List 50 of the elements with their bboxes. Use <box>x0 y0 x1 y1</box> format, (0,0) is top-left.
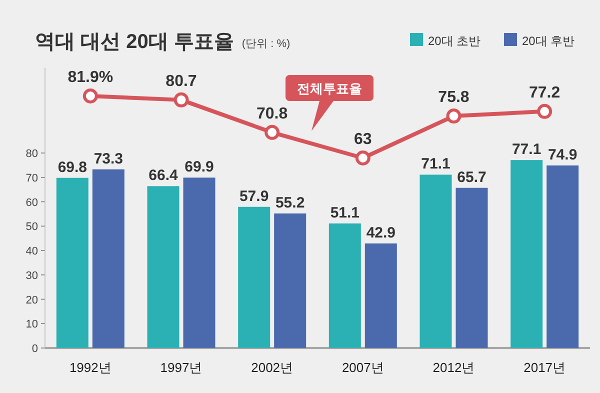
x-tick-label: 1992년 <box>69 360 112 375</box>
data-label: 75.8 <box>438 89 470 106</box>
data-label: 63 <box>354 131 372 148</box>
bar <box>274 213 306 348</box>
y-tick-label: 70 <box>26 172 38 184</box>
bar <box>420 174 452 348</box>
y-tick-label: 0 <box>32 343 38 355</box>
y-tick-label: 60 <box>26 196 38 209</box>
data-label: 69.9 <box>184 158 214 176</box>
y-tick-label: 80 <box>26 148 38 160</box>
bar <box>510 160 543 348</box>
chart-subtitle: (단위 : %) <box>242 38 290 50</box>
data-label: 71.1 <box>421 156 450 173</box>
bar <box>92 169 124 348</box>
bar <box>364 243 397 348</box>
bar <box>456 188 488 348</box>
data-label: 69.8 <box>58 158 88 176</box>
x-tick-label: 2017년 <box>524 360 566 375</box>
annotation: 전체투표율 <box>297 81 362 96</box>
data-label: 51.1 <box>330 204 360 222</box>
data-label: 77.2 <box>529 84 560 102</box>
y-tick-label: 40 <box>26 246 38 258</box>
bar <box>147 186 180 348</box>
x-tick-label: 2012년 <box>432 360 475 375</box>
y-tick-label: 50 <box>26 221 38 234</box>
bar <box>328 223 361 348</box>
data-label: 81.9% <box>68 69 114 86</box>
data-label: 74.9 <box>548 146 578 164</box>
y-tick-label: 10 <box>26 318 38 331</box>
y-tick-label: 30 <box>26 270 38 282</box>
x-tick-label: 1997년 <box>160 360 202 375</box>
data-label: 73.3 <box>94 150 124 168</box>
bar <box>546 165 579 348</box>
data-label: 66.4 <box>148 167 178 184</box>
data-label: 42.9 <box>366 224 396 242</box>
data-label: 80.7 <box>166 72 197 90</box>
bar <box>183 178 216 348</box>
bar <box>56 178 88 348</box>
data-label: 55.2 <box>275 194 305 212</box>
legend-label: 20대 초반 <box>428 34 481 48</box>
data-label: 77.1 <box>512 141 542 158</box>
x-tick-label: 2002년 <box>251 360 294 375</box>
bar <box>238 206 270 348</box>
y-tick-label: 20 <box>26 294 38 306</box>
data-label: 70.8 <box>256 105 288 122</box>
data-label: 57.9 <box>239 188 269 205</box>
chart-title: 역대 대선 20대 투표율 <box>35 31 234 53</box>
data-label: 65.7 <box>457 168 486 186</box>
legend-label: 20대 후반 <box>522 34 575 48</box>
x-tick-label: 2007년 <box>342 360 384 375</box>
